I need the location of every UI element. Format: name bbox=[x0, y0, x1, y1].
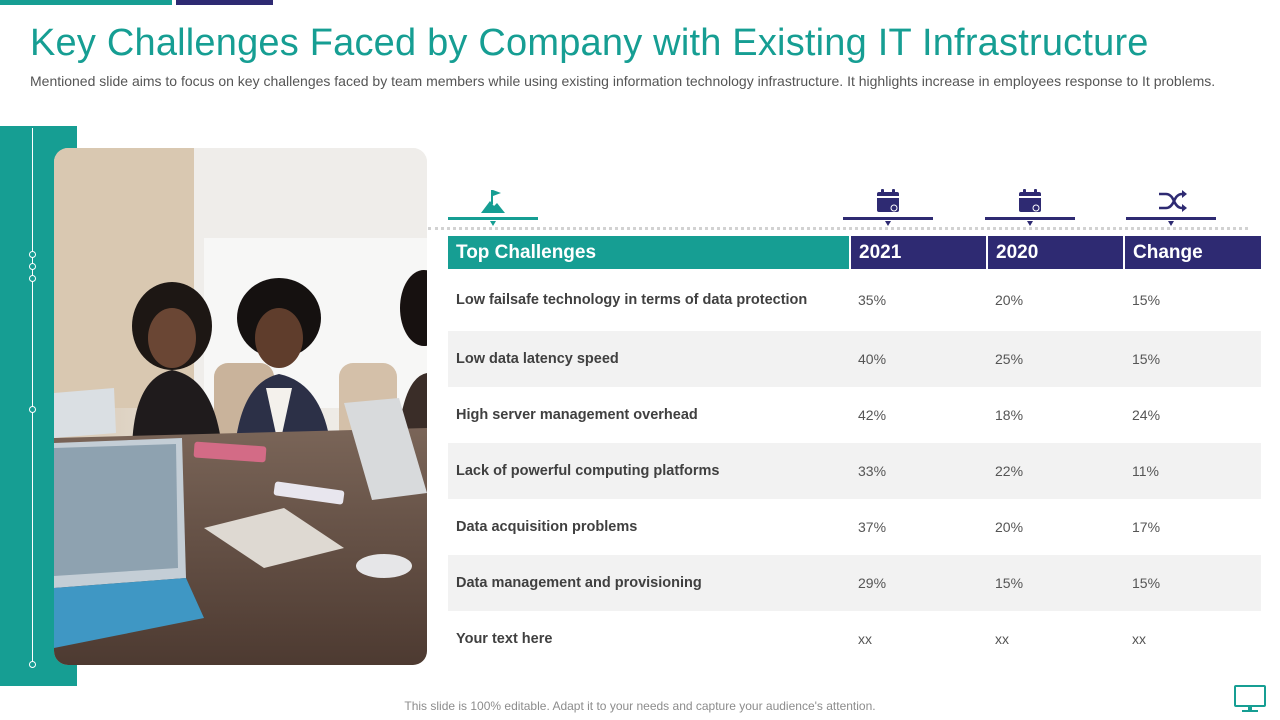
top-accent-bar-navy bbox=[176, 0, 273, 5]
value-2021-cell: 29% bbox=[850, 555, 987, 611]
value-2021-cell: 42% bbox=[858, 407, 887, 423]
slide-title: Key Challenges Faced by Company with Exi… bbox=[30, 22, 1149, 64]
side-timeline-dot bbox=[29, 661, 36, 668]
header-dotted-rule bbox=[428, 227, 1248, 230]
value-2020-cell: 25% bbox=[987, 331, 1124, 387]
challenges-header-icon-group bbox=[448, 188, 538, 226]
flag-on-mountain-icon bbox=[481, 190, 505, 213]
table-header-row: Top Challenges 2021 2020 Change bbox=[448, 236, 1261, 269]
change-cell: 15% bbox=[1132, 292, 1161, 308]
header-2020: 2020 bbox=[986, 236, 1124, 269]
year-2020-header-icon-group bbox=[985, 188, 1075, 226]
side-timeline-dot bbox=[29, 406, 36, 413]
value-2021-cell: 33% bbox=[850, 443, 987, 499]
value-2020-cell: 20% bbox=[995, 519, 1024, 535]
calendar-icon bbox=[877, 189, 899, 212]
table-row: Your text here xx xx xx bbox=[448, 611, 1261, 667]
table-row: Data acquisition problems 37% 20% 17% bbox=[448, 499, 1261, 555]
value-2021-cell: 35% bbox=[858, 292, 887, 308]
table-row: High server management overhead 42% 18% … bbox=[448, 387, 1261, 443]
change-cell: 15% bbox=[1124, 555, 1261, 611]
shuffle-icon bbox=[1159, 190, 1187, 212]
challenge-cell: Lack of powerful computing platforms bbox=[448, 443, 850, 499]
slide-subtitle: Mentioned slide aims to focus on key cha… bbox=[30, 73, 1216, 89]
table-row: Low data latency speed 40% 25% 15% bbox=[448, 331, 1261, 387]
value-2021-cell: xx bbox=[858, 631, 872, 647]
change-cell: 11% bbox=[1124, 443, 1261, 499]
value-2020-cell: 15% bbox=[987, 555, 1124, 611]
value-2021-cell: 40% bbox=[850, 331, 987, 387]
year-2021-header-icon-group bbox=[843, 188, 933, 226]
value-2020-cell: 20% bbox=[995, 292, 1024, 308]
value-2020-cell: xx bbox=[995, 631, 1009, 647]
side-timeline-dot bbox=[29, 263, 36, 270]
meeting-photo bbox=[54, 148, 427, 665]
calendar-icon bbox=[1019, 189, 1041, 212]
header-top-challenges: Top Challenges bbox=[448, 236, 850, 269]
change-cell: 17% bbox=[1132, 519, 1161, 535]
change-cell: xx bbox=[1132, 631, 1146, 647]
footer-note: This slide is 100% editable. Adapt it to… bbox=[404, 699, 876, 713]
challenge-cell: Data acquisition problems bbox=[456, 519, 638, 535]
change-header-icon-group bbox=[1126, 188, 1216, 226]
challenge-cell: Your text here bbox=[456, 631, 553, 647]
challenge-cell: Low data latency speed bbox=[448, 331, 850, 387]
change-cell: 24% bbox=[1132, 407, 1161, 423]
challenge-cell: High server management overhead bbox=[456, 407, 698, 423]
challenges-table: Top Challenges 2021 2020 Change Low fail… bbox=[448, 236, 1261, 667]
value-2020-cell: 18% bbox=[995, 407, 1024, 423]
table-row: Low failsafe technology in terms of data… bbox=[448, 269, 1261, 331]
side-timeline-dot bbox=[29, 275, 36, 282]
table-row: Lack of powerful computing platforms 33%… bbox=[448, 443, 1261, 499]
header-change: Change bbox=[1123, 236, 1261, 269]
side-timeline-line bbox=[32, 128, 33, 665]
value-2020-cell: 22% bbox=[987, 443, 1124, 499]
side-timeline-dot bbox=[29, 251, 36, 258]
challenge-cell: Data management and provisioning bbox=[448, 555, 850, 611]
challenge-cell: Low failsafe technology in terms of data… bbox=[456, 292, 808, 308]
table-row: Data management and provisioning 29% 15%… bbox=[448, 555, 1261, 611]
change-cell: 15% bbox=[1124, 331, 1261, 387]
monitor-icon[interactable] bbox=[1233, 684, 1267, 714]
value-2021-cell: 37% bbox=[858, 519, 887, 535]
header-2021: 2021 bbox=[849, 236, 987, 269]
top-accent-bar-teal bbox=[0, 0, 172, 5]
